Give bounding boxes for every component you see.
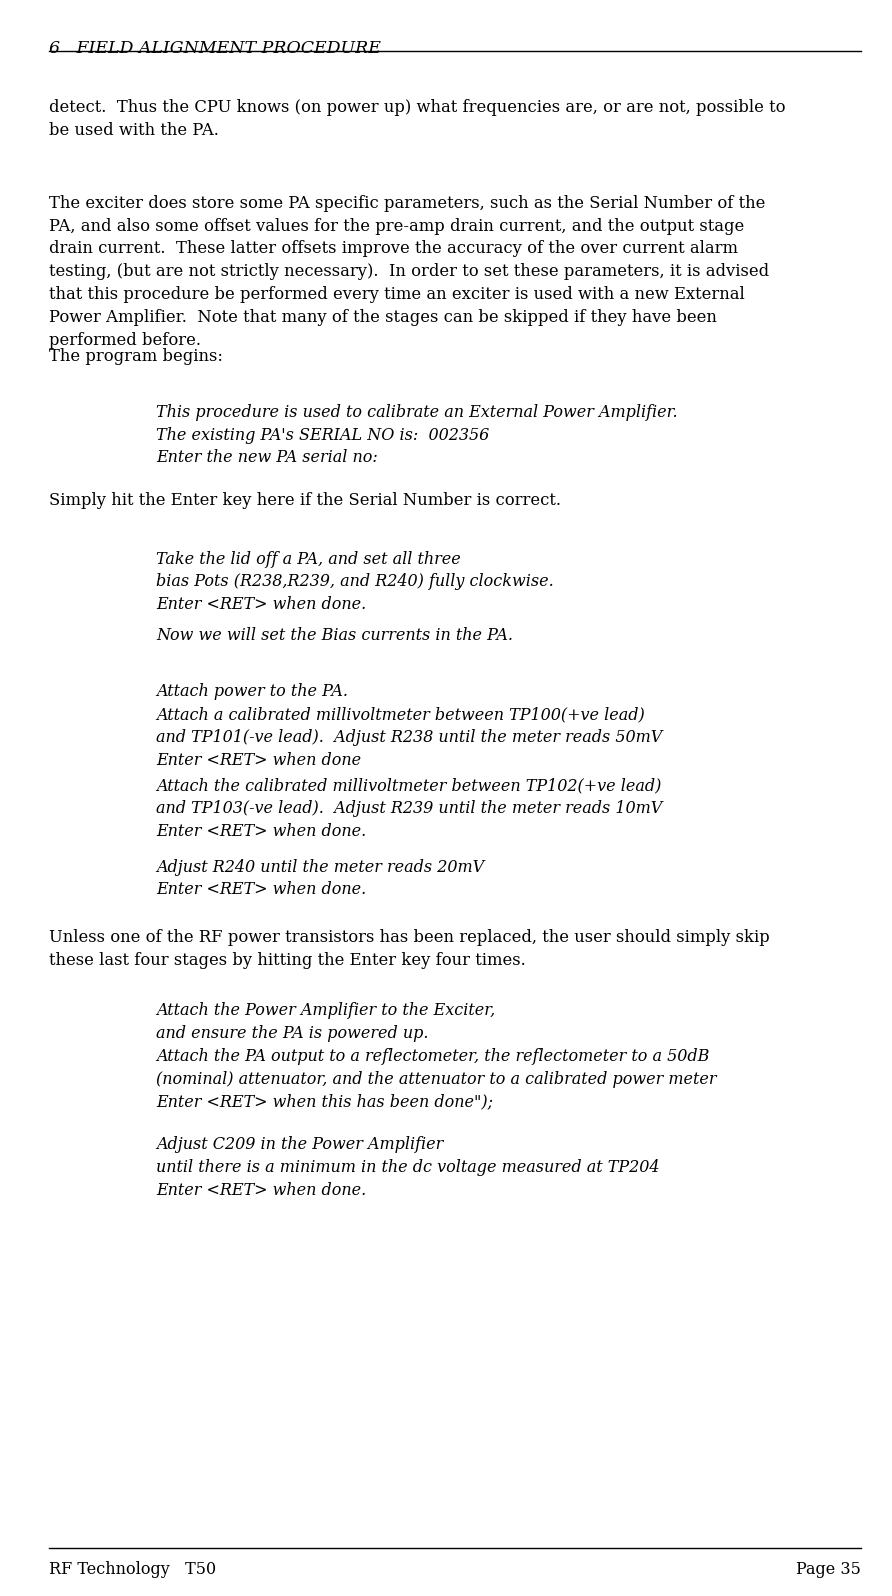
Text: Attach the calibrated millivoltmeter between TP102(+ve lead)
and TP103(-ve lead): Attach the calibrated millivoltmeter bet… — [156, 777, 663, 839]
Text: Adjust C209 in the Power Amplifier
until there is a minimum in the dc voltage me: Adjust C209 in the Power Amplifier until… — [156, 1136, 659, 1199]
Text: Take the lid off a PA, and set all three
bias Pots (R238,R239, and R240) fully c: Take the lid off a PA, and set all three… — [156, 551, 554, 613]
Text: Now we will set the Bias currents in the PA.: Now we will set the Bias currents in the… — [156, 627, 513, 645]
Text: Page 35: Page 35 — [796, 1561, 861, 1578]
Text: detect.  Thus the CPU knows (on power up) what frequencies are, or are not, poss: detect. Thus the CPU knows (on power up)… — [49, 99, 786, 139]
Text: The exciter does store some PA specific parameters, such as the Serial Number of: The exciter does store some PA specific … — [49, 195, 769, 350]
Text: 6   FIELD ALIGNMENT PROCEDURE: 6 FIELD ALIGNMENT PROCEDURE — [49, 40, 381, 57]
Text: The program begins:: The program begins: — [49, 348, 223, 365]
Text: Adjust R240 until the meter reads 20mV
Enter <RET> when done.: Adjust R240 until the meter reads 20mV E… — [156, 859, 484, 899]
Text: This procedure is used to calibrate an External Power Amplifier.
The existing PA: This procedure is used to calibrate an E… — [156, 404, 678, 466]
Text: Attach power to the PA.
Attach a calibrated millivoltmeter between TP100(+ve lea: Attach power to the PA. Attach a calibra… — [156, 683, 663, 769]
Text: Attach the Power Amplifier to the Exciter,
and ensure the PA is powered up.
Atta: Attach the Power Amplifier to the Excite… — [156, 1002, 716, 1111]
Text: Unless one of the RF power transistors has been replaced, the user should simply: Unless one of the RF power transistors h… — [49, 929, 770, 969]
Text: Simply hit the Enter key here if the Serial Number is correct.: Simply hit the Enter key here if the Ser… — [49, 492, 561, 509]
Text: RF Technology   T50: RF Technology T50 — [49, 1561, 216, 1578]
